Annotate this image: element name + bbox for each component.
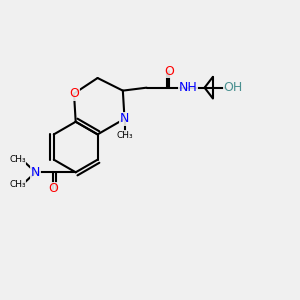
Text: O: O — [69, 87, 79, 100]
Text: NH: NH — [179, 81, 198, 94]
Text: OH: OH — [223, 81, 242, 94]
Text: CH₃: CH₃ — [9, 180, 26, 189]
Text: CH₃: CH₃ — [116, 131, 133, 140]
Text: N: N — [31, 166, 40, 179]
Text: O: O — [49, 182, 58, 195]
Text: CH₃: CH₃ — [9, 155, 26, 164]
Text: O: O — [164, 65, 174, 78]
Text: N: N — [120, 112, 129, 125]
